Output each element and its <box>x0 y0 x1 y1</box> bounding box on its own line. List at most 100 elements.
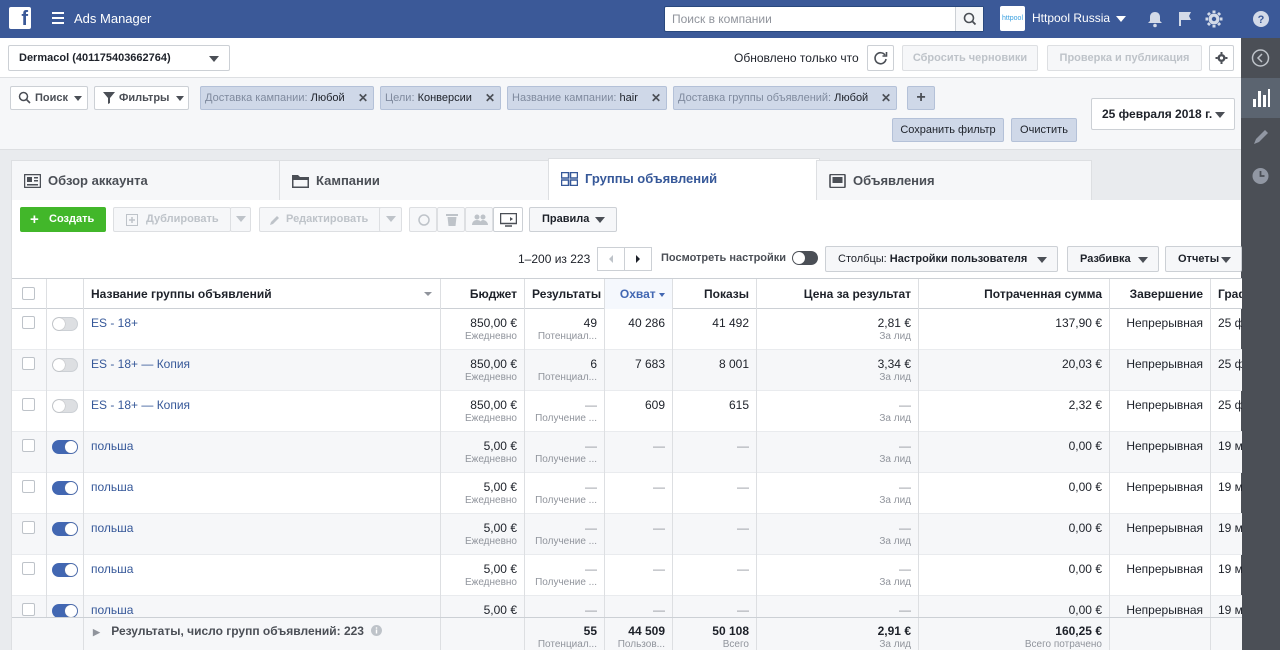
row-checkbox[interactable] <box>22 480 35 493</box>
ad-set-name-link[interactable]: ES - 18+ <box>91 316 139 330</box>
rules-button[interactable]: Правила <box>529 207 617 232</box>
row-end-value: Непрерывная <box>1126 316 1203 330</box>
table-row[interactable]: ES - 18+ — Копия 850,00 € Ежедневно — Получе… <box>12 391 1242 432</box>
info-icon[interactable] <box>371 625 383 636</box>
ad-set-name-link[interactable]: польша <box>91 562 134 576</box>
ad-set-name-link[interactable]: польша <box>91 521 134 535</box>
delete-button[interactable] <box>437 207 465 232</box>
date-range-picker[interactable]: 25 февраля 2018 г. <box>1091 98 1235 130</box>
delivery-toggle[interactable] <box>52 317 78 331</box>
breakdown-button[interactable]: Разбивка <box>1067 246 1159 272</box>
app-title[interactable]: Ads Manager <box>74 11 152 26</box>
col-header-end[interactable]: Завершение <box>1110 279 1211 309</box>
table-row[interactable]: польша 5,00 € Ежедневно — Получение ... — — — За… <box>12 555 1242 596</box>
delivery-toggle[interactable] <box>52 440 78 454</box>
next-page-button[interactable] <box>624 247 652 271</box>
duplicate-dropdown[interactable] <box>230 207 251 232</box>
col-header-impressions[interactable]: Показы <box>673 279 757 309</box>
notifications-icon[interactable] <box>1146 10 1164 28</box>
save-filter-button[interactable]: Сохранить фильтр <box>892 118 1004 142</box>
view-settings-toggle[interactable] <box>792 251 818 265</box>
table-row[interactable]: ES - 18+ 850,00 € Ежедневно 49 Потенциал... 4… <box>12 309 1242 350</box>
delivery-toggle[interactable] <box>52 481 78 495</box>
preview-button[interactable] <box>493 207 523 232</box>
columns-button[interactable]: Столбцы: Настройки пользователя <box>825 246 1058 272</box>
delivery-toggle[interactable] <box>52 399 78 413</box>
ad-account-select[interactable]: Dermacol (401175403662764) <box>8 45 230 71</box>
rail-reports[interactable] <box>1241 78 1280 118</box>
close-icon[interactable]: ✕ <box>650 91 661 105</box>
tab-campaigns[interactable]: Кампании <box>279 160 549 200</box>
delivery-toggle[interactable] <box>52 604 78 618</box>
delete-draft-button[interactable] <box>409 207 437 232</box>
duplicate-button[interactable]: Дублировать <box>113 207 231 232</box>
filter-pill-campaign-name[interactable]: Название кампании: hair ✕ <box>507 86 667 110</box>
search-filter-button[interactable]: Поиск <box>10 86 88 110</box>
close-icon[interactable]: ✕ <box>880 91 891 105</box>
close-icon[interactable]: ✕ <box>484 91 495 105</box>
facebook-logo-icon[interactable]: f <box>9 7 31 29</box>
filter-pill-objective[interactable]: Цели: Конверсии ✕ <box>380 86 501 110</box>
edit-button[interactable]: Редактировать <box>259 207 390 232</box>
filters-button[interactable]: Фильтры <box>94 86 189 110</box>
add-filter-button[interactable]: + <box>907 86 935 110</box>
review-publish-button[interactable]: Проверка и публикация <box>1047 45 1202 71</box>
delivery-toggle[interactable] <box>52 522 78 536</box>
audience-button[interactable] <box>465 207 493 232</box>
delivery-toggle[interactable] <box>52 358 78 372</box>
table-row[interactable]: польша 5,00 € Ежедневно — Получение ... — — — За… <box>12 432 1242 473</box>
row-checkbox[interactable] <box>22 316 35 329</box>
tab-ads[interactable]: Объявления <box>816 160 1092 200</box>
row-checkbox[interactable] <box>22 521 35 534</box>
row-impressions-value: 8 001 <box>718 357 749 371</box>
rail-history[interactable] <box>1241 158 1280 198</box>
close-icon[interactable]: ✕ <box>357 91 368 105</box>
col-header-schedule[interactable]: Граф <box>1218 287 1242 301</box>
rail-edit[interactable] <box>1241 118 1280 158</box>
search-input[interactable] <box>665 7 955 31</box>
ad-set-name-link[interactable]: польша <box>91 480 134 494</box>
row-budget-value: 5,00 € <box>483 521 517 535</box>
col-header-budget[interactable]: Бюджет <box>441 279 525 309</box>
menu-icon[interactable] <box>52 12 64 24</box>
rail-collapse[interactable] <box>1241 38 1280 78</box>
col-header-spent[interactable]: Потраченная сумма <box>919 279 1110 309</box>
create-button[interactable]: + Создать <box>20 207 106 232</box>
expand-icon[interactable]: ▶ <box>93 627 100 637</box>
col-header-reach[interactable]: Охват <box>605 279 673 309</box>
settings-button[interactable] <box>1209 45 1234 71</box>
row-spent-cell: 137,90 € <box>919 309 1110 350</box>
table-row[interactable]: ES - 18+ — Копия 850,00 € Ежедневно 6 Потенц… <box>12 350 1242 391</box>
row-checkbox[interactable] <box>22 398 35 411</box>
flag-icon[interactable] <box>1176 10 1194 28</box>
edit-dropdown[interactable] <box>379 207 402 232</box>
ad-set-name-link[interactable]: польша <box>91 603 134 617</box>
col-header-results[interactable]: Результаты <box>525 279 605 309</box>
reports-button[interactable]: Отчеты <box>1165 246 1242 272</box>
search-button[interactable] <box>955 7 983 31</box>
prev-page-button[interactable] <box>597 247 625 271</box>
help-icon[interactable]: ? <box>1252 10 1270 28</box>
row-end-value: Непрерывная <box>1126 480 1203 494</box>
clear-filter-button[interactable]: Очистить <box>1011 118 1077 142</box>
delivery-toggle[interactable] <box>52 563 78 577</box>
row-checkbox[interactable] <box>22 357 35 370</box>
col-header-name[interactable]: Название группы объявлений <box>84 279 441 309</box>
col-header-cost[interactable]: Цена за результат <box>757 279 919 309</box>
filter-pill-campaign-delivery[interactable]: Доставка кампании: Любой ✕ <box>200 86 374 110</box>
tab-ad-sets[interactable]: Группы объявлений <box>548 158 820 201</box>
select-all-checkbox[interactable] <box>22 287 35 300</box>
row-checkbox[interactable] <box>22 603 35 616</box>
row-checkbox[interactable] <box>22 439 35 452</box>
table-row[interactable]: польша 5,00 € Ежедневно — Получение ... — — — За… <box>12 473 1242 514</box>
table-row[interactable]: польша 5,00 € Ежедневно — Получение ... — — — За… <box>12 514 1242 555</box>
settings-gear-icon[interactable] <box>1205 10 1223 28</box>
row-checkbox[interactable] <box>22 562 35 575</box>
tab-account-overview[interactable]: Обзор аккаунта <box>11 160 281 200</box>
ad-set-name-link[interactable]: польша <box>91 439 134 453</box>
filter-pill-adset-delivery[interactable]: Доставка группы объявлений: Любой ✕ <box>673 86 897 110</box>
ad-set-name-link[interactable]: ES - 18+ — Копия <box>91 398 191 412</box>
refresh-button[interactable] <box>867 45 894 71</box>
reset-drafts-button[interactable]: Сбросить черновики <box>902 45 1038 71</box>
ad-set-name-link[interactable]: ES - 18+ — Копия <box>91 357 191 371</box>
